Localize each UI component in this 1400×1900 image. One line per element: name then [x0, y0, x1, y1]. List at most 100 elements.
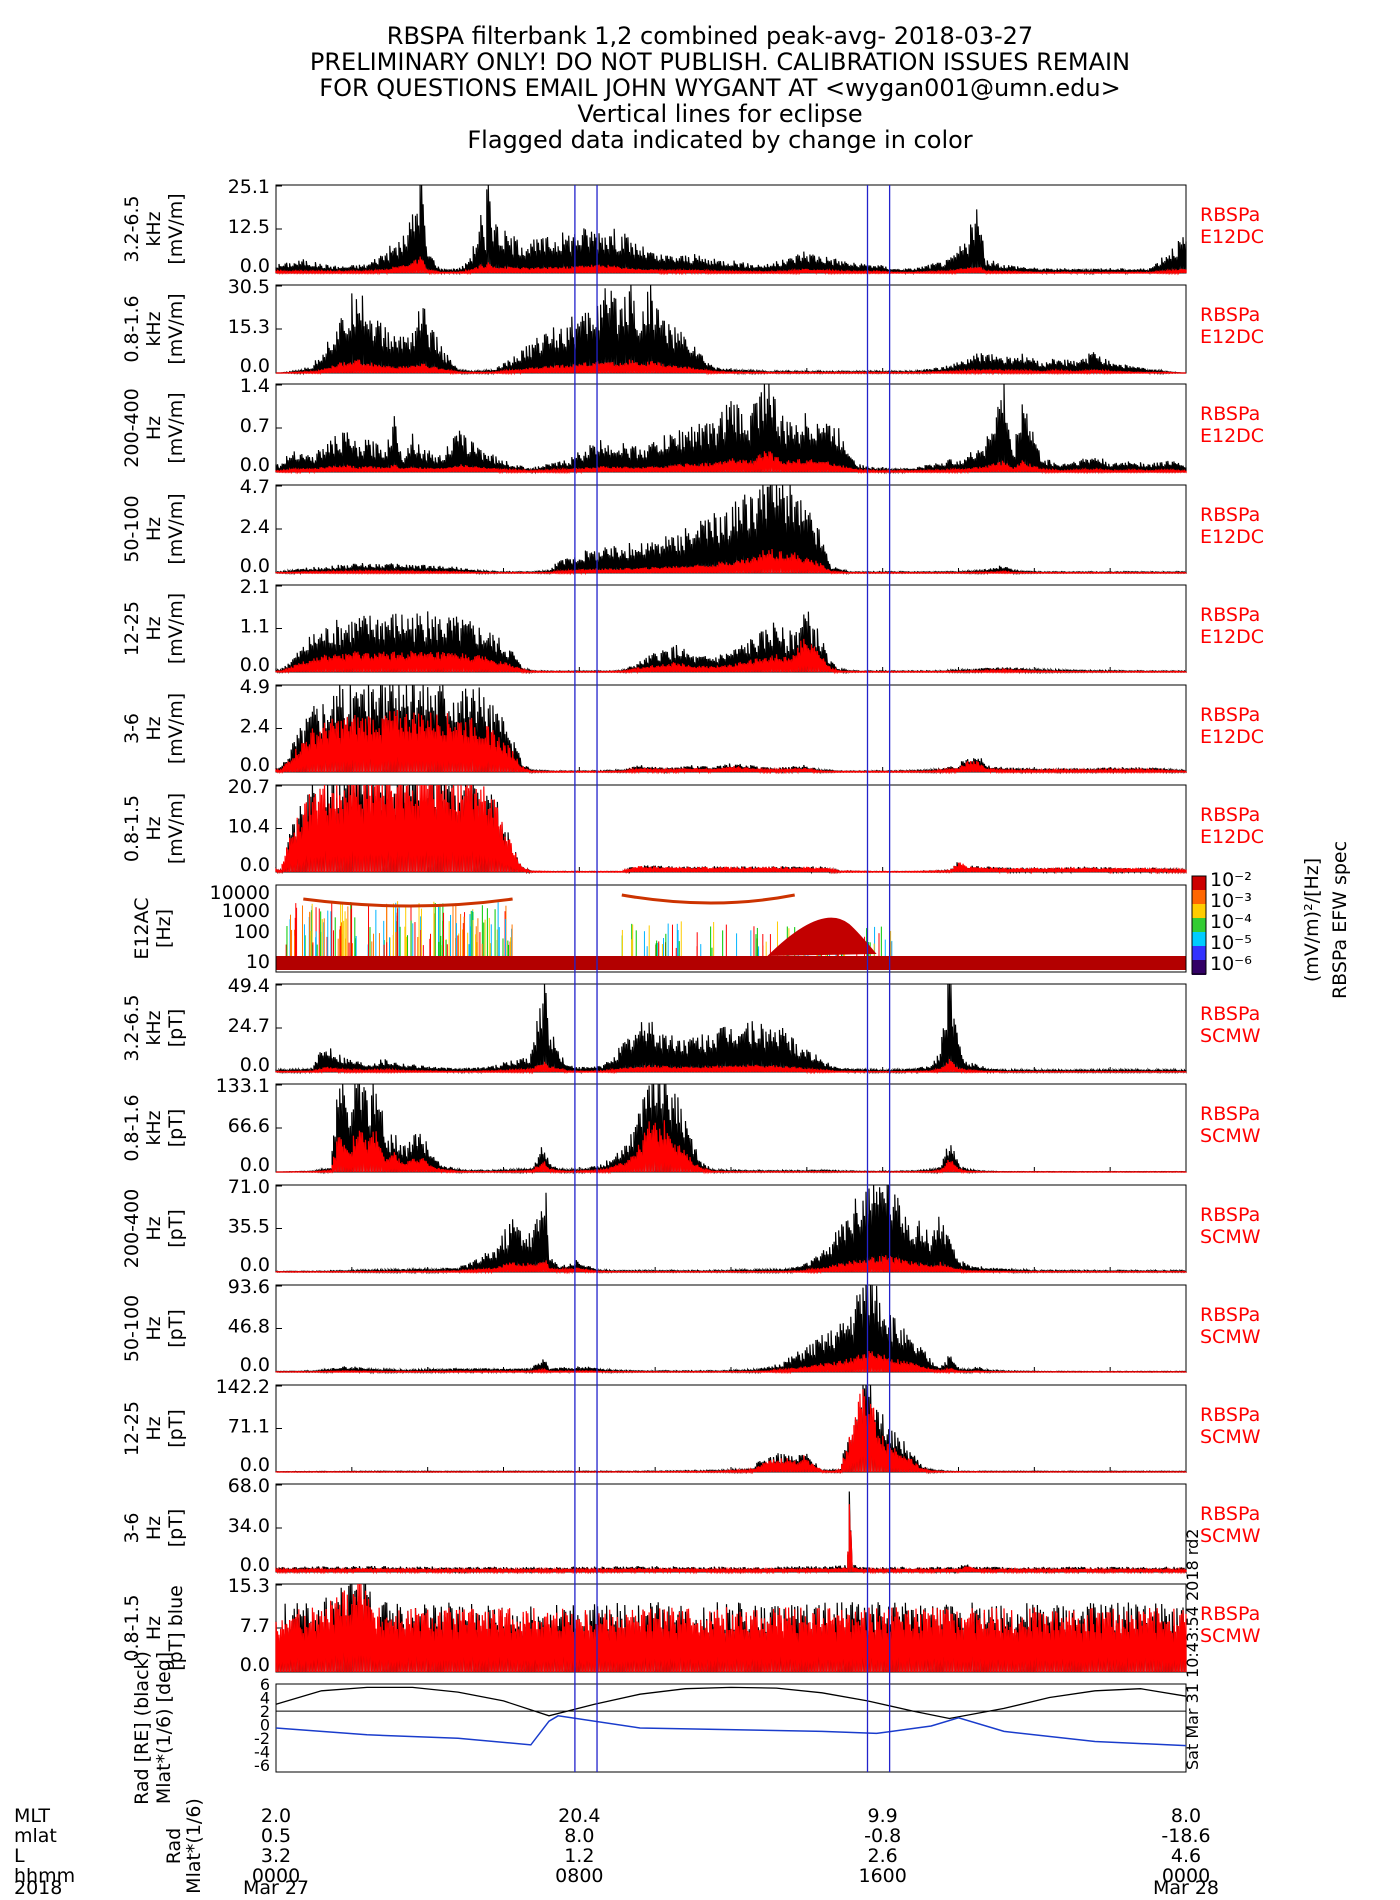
x-axis-tick-label: 8.0: [1171, 1805, 1201, 1827]
panel-p1-ytick-label: 12.5: [228, 216, 270, 238]
panel-p1-avg-series: [275, 256, 1187, 276]
panel-p4-ytick-label: 0.0: [240, 555, 270, 577]
panel-p12-frame: [275, 1284, 1187, 1373]
panel-p6-tag: E12DC: [1200, 726, 1264, 748]
x-axis-tick-label: 8.0: [564, 1825, 594, 1847]
panel-p11-tag: RBSPa: [1200, 1204, 1260, 1226]
colorbar-tick-label: 10⁻²: [1210, 869, 1252, 891]
panel-p6-ytick-label: 4.9: [240, 676, 270, 698]
panel-p3-ylabel-line: [mV/m]: [165, 392, 187, 463]
x-axis-row-label: mlat: [14, 1825, 57, 1847]
colorbar-segment: [1192, 904, 1206, 919]
panel-p1-tag: RBSPa: [1200, 204, 1260, 226]
panel-p2-ylabel-line: kHz: [143, 311, 165, 346]
panel-p14-ylabel: 3-6 Hz [pT]: [121, 1509, 187, 1548]
panel-p1-ytick-label: 25.1: [228, 176, 270, 198]
panel-p12-avg-series: [275, 1350, 1187, 1375]
panel-p10-peak-series: [276, 1083, 1187, 1175]
colorbar-segment: [1192, 946, 1206, 961]
panel-p14-tag: SCMW: [1200, 1525, 1261, 1547]
panel-p3-ytick-label: 1.4: [240, 375, 270, 397]
panel-p12-tag: SCMW: [1200, 1326, 1261, 1348]
panel-p2-ytick-label: 15.3: [228, 316, 270, 338]
ephemeris-ytick-label: 2: [260, 1702, 270, 1721]
panel-p9-ytick-label: 0.0: [240, 1054, 270, 1076]
panel-p3-ytick-label: 0.0: [240, 454, 270, 476]
spectrogram-ylabel: E12AC [Hz]: [131, 897, 175, 959]
stamp-text: Sat Mar 31 10:43:54 2018 rd2: [1183, 1529, 1202, 1770]
panel-p12-ylabel-line: [pT]: [165, 1309, 187, 1348]
panel-p15-ytick-label: 0.0: [240, 1654, 270, 1676]
x-axis-tick-label: 2.6: [868, 1845, 898, 1867]
panel-p9-avg-series: [275, 1058, 1187, 1075]
line-panels: 25.112.50.03.2-6.5 kHz [mV/m] RBSPaE12DC30.…: [121, 176, 1264, 1676]
panel-p9-tag: RBSPa: [1200, 1003, 1260, 1025]
panel-p12-ytick-label: 0.0: [240, 1354, 270, 1376]
panel-p4-tag: RBSPa: [1200, 504, 1260, 526]
panel-p5-ylabel-line: Hz: [143, 616, 165, 640]
panel-p7-ytick-label: 0.0: [240, 854, 270, 876]
x-axis-tick-label: 0000: [1162, 1865, 1210, 1887]
panel-p4-ylabel-line: [mV/m]: [165, 493, 187, 564]
panel-p6-ytick-label: 0.0: [240, 754, 270, 776]
panel-p14-frame: [275, 1483, 1187, 1573]
panel-p13-ytick-label: 0.0: [240, 1454, 270, 1476]
panel-p7-ylabel: 0.8-1.5 Hz [mV/m]: [121, 793, 187, 864]
panel-p15-ylabel: 0.8-1.5 Hz [pT] blue: [121, 1585, 187, 1671]
panel-p13-frame: [275, 1384, 1187, 1473]
panel-p14-peak-series: [275, 1491, 1187, 1575]
x-axis-secondary-ylabel-line: Rad: [163, 1828, 185, 1865]
spectrogram-ylabel-line: E12AC: [131, 897, 153, 959]
panel-p7-avg-series: [275, 784, 1187, 875]
title-line-1: RBSPA filterbank 1,2 combined peak-avg- …: [387, 22, 1033, 50]
panel-p7-tag: E12DC: [1200, 826, 1264, 848]
panel-p10-ylabel-line: [pT]: [165, 1109, 187, 1148]
panel-p5-ylabel-line: [mV/m]: [165, 593, 187, 664]
panel-p15-ytick-label: 7.7: [240, 1615, 270, 1637]
panel-p11-tag: SCMW: [1200, 1226, 1261, 1248]
x-axis-tick-label: 20.4: [558, 1805, 600, 1827]
panel-p14-ylabel-line: [pT]: [165, 1509, 187, 1548]
ephemeris-ylabel-line: Rad [RE] (black): [131, 1651, 153, 1805]
panel-p9-ylabel: 3.2-6.5 kHz [pT]: [121, 994, 187, 1061]
panel-p9-tag: SCMW: [1200, 1025, 1261, 1047]
panel-p13-tag: SCMW: [1200, 1426, 1261, 1448]
x-axis-row-label: MLT: [14, 1805, 50, 1827]
panel-p3-avg-series: [275, 451, 1187, 475]
panel-p13-ylabel-line: 12-25: [121, 1401, 143, 1456]
panel-p11-ylabel-line: 200-400: [121, 1189, 143, 1268]
stamp: Sat Mar 31 10:43:54 2018 rd2: [1183, 1529, 1202, 1770]
ephemeris-ytick-label: -2: [254, 1729, 270, 1748]
panel-p9-ytick-label: 49.4: [228, 975, 270, 997]
panel-p14-avg-series: [275, 1504, 1187, 1575]
colorbar-tick-label: 10⁻⁵: [1210, 932, 1252, 954]
panel-p10-avg-series: [276, 1120, 1187, 1175]
x-axis-tick-label: 1600: [858, 1865, 906, 1887]
panel-p4-ytick-label: 2.4: [240, 516, 270, 538]
spectrogram-ylabel-line: [Hz]: [153, 909, 175, 948]
panel-p10-ytick-label: 133.1: [216, 1075, 270, 1097]
panel-p1-tag: E12DC: [1200, 226, 1264, 248]
panel-p5-ytick-label: 2.1: [240, 576, 270, 598]
panel-p11-peak-series: [275, 1184, 1187, 1275]
panel-p3-tag: RBSPa: [1200, 403, 1260, 425]
colorbar-segment: [1192, 890, 1206, 905]
panel-p4-ytick-label: 4.7: [240, 476, 270, 498]
panel-p4-peak-series: [275, 484, 1187, 576]
panel-p5-tag: RBSPa: [1200, 604, 1260, 626]
panel-p12-peak-series: [275, 1284, 1187, 1375]
spectrogram-ytick-label: 100: [234, 921, 270, 943]
panel-p15-tag: RBSPa: [1200, 1603, 1260, 1625]
panel-p13-peak-series: [275, 1384, 1187, 1475]
x-axis-tick-label: 1.2: [564, 1845, 594, 1867]
panel-p2-ytick-label: 0.0: [240, 355, 270, 377]
colorbar-tick-label: 10⁻⁶: [1210, 953, 1252, 975]
colorbar-label-line: RBSPa EFW spec: [1329, 841, 1351, 999]
panel-p1-ylabel-line: kHz: [143, 211, 165, 246]
